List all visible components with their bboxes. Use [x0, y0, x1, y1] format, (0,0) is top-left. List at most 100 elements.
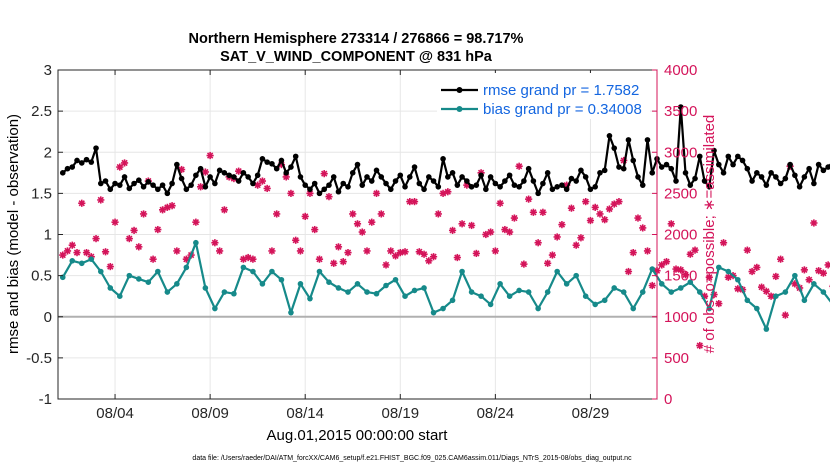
bias-point	[288, 309, 294, 316]
rmse-point	[326, 182, 332, 188]
obs-assimilated-marker	[496, 199, 504, 207]
rmse-point	[687, 182, 694, 188]
obs-assimilated-marker	[120, 159, 129, 167]
rmse-point	[825, 164, 830, 170]
rmse-point	[630, 157, 637, 164]
obs-assimilated-marker	[586, 216, 595, 225]
bias-point	[421, 285, 427, 291]
obs-assimilated-marker	[401, 248, 409, 256]
rmse-point	[397, 172, 404, 179]
obs-assimilated-marker	[78, 199, 86, 207]
obs-assimilated-marker	[97, 196, 105, 204]
rmse-point	[183, 186, 190, 193]
bias-point	[782, 289, 789, 295]
rmse-point	[188, 182, 194, 188]
rmse-point	[64, 165, 71, 172]
bias-point	[155, 268, 161, 275]
rmse-point	[744, 165, 751, 172]
obs-assimilated-marker	[572, 241, 580, 249]
y-left-tick-label: 0	[44, 309, 52, 326]
obs-assimilated-marker	[743, 246, 751, 254]
obs-assimilated-marker	[681, 271, 690, 279]
obs-assimilated-marker	[510, 214, 518, 222]
obs-assimilated-marker	[82, 248, 91, 257]
rmse-point	[107, 186, 114, 193]
obs-assimilated-marker	[173, 247, 181, 255]
legend-label: rmse grand pr = 1.7582	[483, 82, 639, 99]
rmse-point	[754, 170, 760, 176]
rmse-point	[193, 172, 199, 179]
bias-point	[820, 289, 827, 295]
obs-assimilated-marker	[686, 250, 694, 258]
obs-assimilated-marker	[149, 255, 157, 263]
obs-assimilated-marker	[762, 287, 770, 295]
rmse-point	[426, 174, 432, 180]
bias-point	[478, 293, 484, 299]
rmse-point	[316, 190, 323, 197]
y-left-tick-labels: -1 -0.5 0 0.5 1 1.5 2 2.5 3	[26, 62, 52, 408]
rmse-point	[454, 182, 461, 188]
bias-point	[117, 293, 123, 299]
bias-point	[107, 285, 114, 291]
obs-assimilated-marker	[434, 210, 442, 218]
rmse-point	[587, 186, 594, 193]
obs-assimilated-marker	[216, 247, 224, 255]
rmse-point	[730, 161, 736, 168]
rmse-point	[155, 186, 161, 193]
rmse-point	[768, 170, 774, 176]
rmse-point	[568, 175, 575, 182]
rmse-point	[749, 178, 755, 184]
rmse-point	[297, 174, 304, 180]
obs-assimilated-marker	[705, 273, 713, 281]
rmse-point	[782, 175, 789, 182]
obs-assimilated-marker	[101, 248, 110, 256]
obs-assimilated-marker	[539, 208, 547, 216]
bias-point	[744, 297, 751, 304]
rmse-point	[59, 170, 66, 176]
y-left-tick-label: 2.5	[31, 103, 52, 120]
rmse-point	[440, 156, 446, 162]
legend-label: bias grand pr = 0.34008	[483, 101, 642, 118]
x-tick-labels: 08/04 08/09 08/14 08/19 08/24 08/29	[96, 405, 609, 422]
rmse-point	[392, 178, 399, 184]
obs-assimilated-marker	[582, 198, 590, 206]
chart-title-line1: Northern Hemisphere 273314 / 276866 = 98…	[189, 31, 524, 47]
rmse-point	[245, 174, 251, 180]
obs-assimilated-marker	[320, 170, 328, 178]
rmse-point	[88, 159, 95, 165]
rmse-point	[150, 182, 156, 188]
rmse-point	[649, 170, 656, 176]
obs-assimilated-marker	[615, 198, 623, 206]
rmse-point	[554, 183, 560, 190]
obs-assimilated-marker	[715, 299, 723, 308]
legend-entry: bias grand pr = 0.34008	[441, 101, 642, 118]
obs-assimilated-marker	[254, 181, 262, 189]
rmse-point	[616, 164, 622, 170]
rmse-point	[364, 174, 370, 180]
obs-assimilated-marker	[487, 228, 495, 236]
obs-assimilated-marker	[211, 239, 219, 247]
rmse-point	[811, 180, 817, 187]
rmse-point	[112, 180, 118, 187]
rmse-point	[102, 178, 109, 184]
rmse-point	[159, 182, 166, 188]
rmse-point	[701, 178, 708, 184]
y-left-tick-label: 1.5	[31, 185, 52, 202]
bias-point	[725, 268, 732, 275]
bias-point	[735, 276, 741, 283]
rmse-point	[368, 178, 375, 184]
rmse-point	[511, 182, 518, 188]
obs-assimilated-marker	[339, 258, 347, 266]
obs-assimilated-marker	[263, 184, 271, 193]
obs-assimilated-marker	[301, 212, 309, 221]
rmse-point	[97, 180, 104, 187]
obs-assimilated-marker	[344, 248, 352, 257]
rmse-point	[283, 170, 289, 176]
rmse-point	[406, 174, 413, 180]
obs-assimilated-marker	[605, 205, 614, 213]
obs-assimilated-marker	[577, 234, 585, 242]
rmse-point	[592, 183, 598, 190]
bias-point	[459, 268, 465, 275]
bias-point	[373, 290, 380, 297]
legend-swatch-marker	[456, 87, 463, 93]
